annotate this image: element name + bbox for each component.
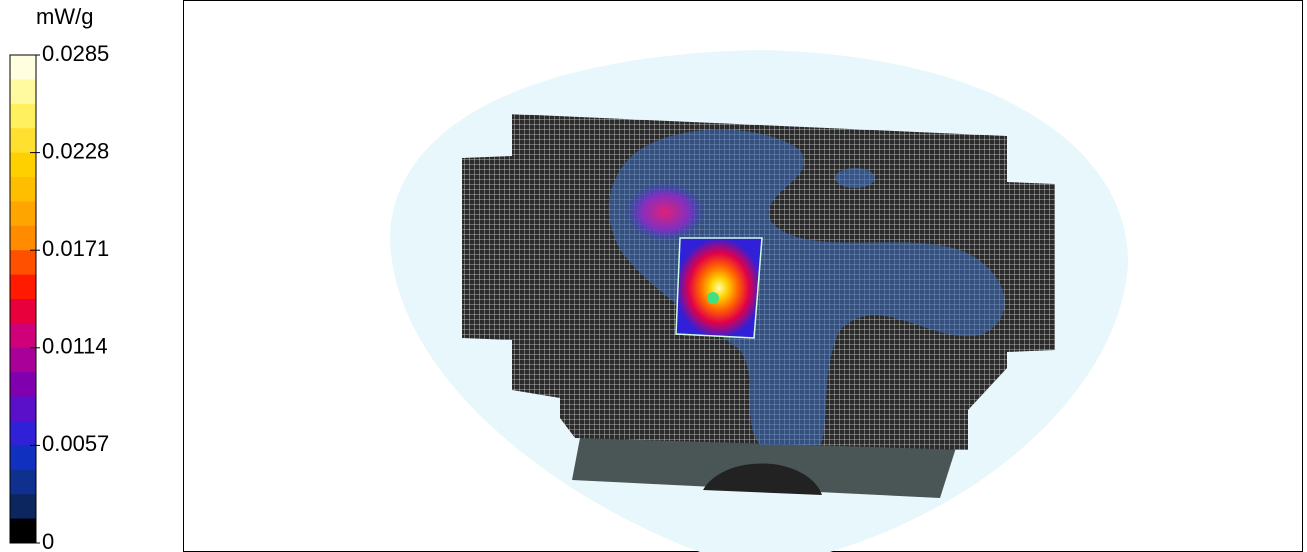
colorbar-band (10, 128, 36, 154)
colorbar-tick-label: 0.0057 (42, 431, 109, 456)
colorbar-band (10, 250, 36, 276)
colorbar-band (10, 201, 36, 227)
colorbar-band (10, 421, 36, 446)
zoom-scan (675, 237, 763, 339)
colorbar-band (10, 103, 36, 129)
colorbar-band (10, 274, 36, 300)
sar-contour (608, 129, 1005, 445)
colorbar-band (10, 225, 36, 251)
colorbar-band (10, 79, 36, 105)
colorbar: mW/g 0.0285 0.0228 0.0171 0.0114 0.0057 0 (9, 4, 109, 552)
colorbar-band (10, 445, 36, 471)
sar-contour-small (835, 168, 875, 188)
colorbar-band (10, 469, 36, 495)
colorbar-tick-label: 0.0114 (42, 334, 108, 359)
phantom-ear (703, 463, 822, 495)
colorbar-band (10, 152, 36, 178)
colorbar-band (10, 323, 36, 349)
colorbar-tick-label: 0.0285 (42, 41, 109, 66)
colorbar-tick-label: 0.0228 (42, 138, 109, 163)
colorbar-band (10, 55, 36, 80)
colorbar-tick-label: 0 (42, 529, 54, 552)
colorbar-band (10, 299, 36, 324)
peak-marker (707, 292, 719, 304)
colorbar-band (10, 396, 36, 422)
colorbar-band (10, 494, 36, 520)
colorbar-band (10, 518, 36, 544)
colorbar-band (10, 372, 36, 398)
colorbar-band (10, 347, 36, 373)
colorbar-bands (10, 55, 36, 544)
colorbar-tick-label: 0.0171 (42, 236, 109, 261)
sar-secondary-peak (625, 182, 705, 242)
colorbar-unit: mW/g (36, 4, 93, 29)
colorbar-frame (9, 54, 37, 544)
colorbar-band (10, 177, 36, 202)
